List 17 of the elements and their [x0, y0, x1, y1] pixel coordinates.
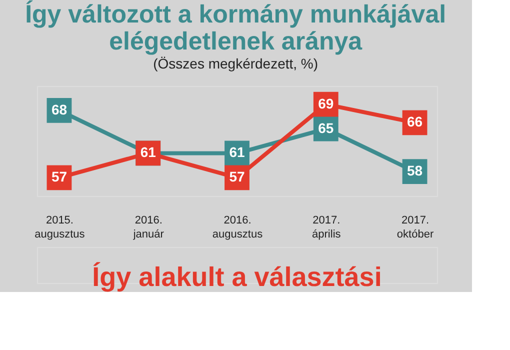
data-label: 58	[406, 162, 423, 179]
data-label: 69	[318, 95, 334, 112]
data-label: 65	[318, 120, 334, 136]
data-label: 57	[229, 168, 245, 185]
x-tick-label: 2016. január	[132, 214, 164, 240]
data-label: 61	[229, 144, 245, 160]
data-label: 57	[51, 168, 68, 185]
chart-title: Így változott a kormány munkájával elégedetlenek aránya	[25, 0, 446, 56]
x-tick-label: 2015. augusztus	[34, 214, 86, 240]
text: Így alakult a választási	[92, 262, 382, 292]
data-label: 66	[406, 114, 423, 130]
x-tick-label: 2016. augusztus	[212, 214, 264, 240]
x-tick-label: 2017. október	[396, 214, 434, 240]
chart-subtitle: (Összes megkérdezett, %)	[153, 56, 318, 72]
x-tick-label: 2017. április	[312, 214, 342, 240]
data-label: 61	[140, 144, 156, 160]
data-label: 68	[51, 101, 68, 118]
